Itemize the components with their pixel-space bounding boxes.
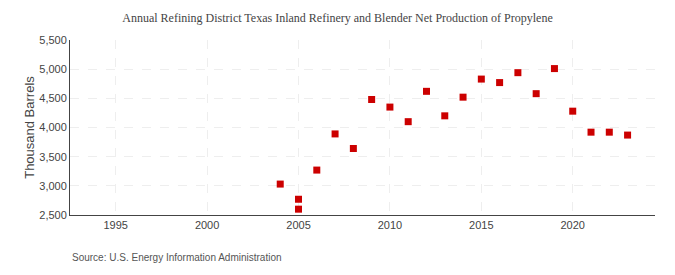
svg-text:2020: 2020 — [560, 219, 584, 231]
svg-text:2005: 2005 — [286, 219, 310, 231]
svg-text:3,500: 3,500 — [39, 151, 67, 163]
svg-text:2010: 2010 — [378, 219, 402, 231]
svg-text:4,000: 4,000 — [39, 121, 67, 133]
svg-text:Source: U.S. Energy Informatio: Source: U.S. Energy Information Administ… — [72, 252, 282, 263]
svg-text:Thousand Barrels: Thousand Barrels — [22, 76, 37, 179]
svg-text:1995: 1995 — [103, 219, 127, 231]
svg-text:5,000: 5,000 — [39, 63, 67, 75]
svg-text:2015: 2015 — [469, 219, 493, 231]
svg-text:2,500: 2,500 — [39, 209, 67, 221]
svg-text:4,500: 4,500 — [39, 92, 67, 104]
svg-text:5,500: 5,500 — [39, 34, 67, 46]
svg-text:3,000: 3,000 — [39, 180, 67, 192]
svg-text:2000: 2000 — [195, 219, 219, 231]
svg-text:Annual Refining District Texas: Annual Refining District Texas Inland Re… — [122, 11, 553, 25]
